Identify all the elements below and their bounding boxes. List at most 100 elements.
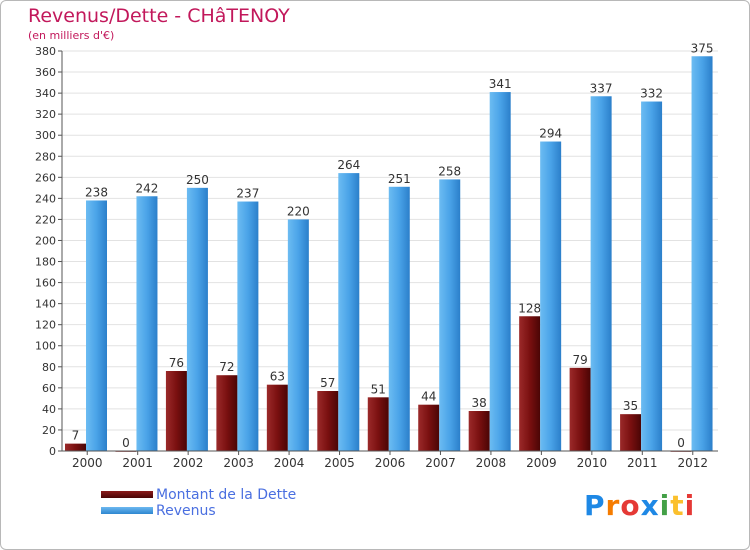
- bar-debt-2009: [519, 316, 541, 451]
- y-axis-ticks: 0 20 40 60 80 100 120 140 160 180 200 220 240 260 280 3…: [35, 45, 62, 458]
- y-tick-label: 320: [35, 108, 56, 121]
- y-tick-label: 360: [35, 66, 56, 79]
- logo-letter: P: [584, 489, 606, 522]
- x-tick-label: 2003: [223, 456, 254, 470]
- data-label-debt-2000: 7: [72, 429, 80, 443]
- x-tick-label: 2009: [526, 456, 557, 470]
- legend-item-revenue: Revenus: [101, 503, 296, 519]
- legend-item-debt: Montant de la Dette: [101, 487, 296, 503]
- x-axis-ticks: 2000 2001 2002 2003 2004 2005 2006 2007 2008 2009…: [72, 451, 708, 470]
- data-label-revenue-2005: 264: [337, 158, 360, 172]
- bar-revenue-2000: [86, 200, 107, 451]
- legend-swatch-revenue: [101, 506, 153, 514]
- bar-debt-2000: [65, 443, 86, 451]
- data-label-debt-2002: 76: [169, 356, 184, 370]
- x-tick-label: 2012: [677, 456, 708, 470]
- bar-debt-2005: [317, 391, 339, 451]
- y-tick-label: 20: [42, 424, 56, 437]
- x-tick-label: 2006: [375, 456, 406, 470]
- data-label-debt-2001: 0: [122, 436, 130, 450]
- bar-debt-2008: [468, 411, 490, 451]
- bar-revenue-2006: [388, 186, 410, 451]
- bar-debt-2006: [367, 397, 389, 451]
- data-label-revenue-2006: 251: [388, 172, 411, 186]
- logo-letter: x: [640, 489, 660, 522]
- legend-label-debt: Montant de la Dette: [156, 487, 297, 503]
- y-tick-label: 100: [35, 340, 56, 353]
- data-label-debt-2006: 51: [371, 382, 386, 396]
- proxiti-logo: Proxiti: [584, 489, 695, 522]
- bar-debt-2011: [620, 414, 642, 451]
- data-label-debt-2007: 44: [421, 390, 436, 404]
- bar-debt-2004: [266, 384, 288, 451]
- y-tick-label: 140: [35, 298, 56, 311]
- y-tick-label: 80: [42, 361, 56, 374]
- x-tick-label: 2008: [476, 456, 507, 470]
- x-tick-label: 2001: [122, 456, 153, 470]
- bar-debt-2003: [216, 375, 238, 451]
- y-tick-label: 200: [35, 234, 56, 247]
- bar-revenue-2003: [237, 201, 259, 451]
- logo-letter: i: [659, 489, 671, 522]
- x-tick-label: 2002: [173, 456, 204, 470]
- bar-revenue-2011: [641, 101, 663, 452]
- y-tick-label: 300: [35, 129, 56, 142]
- legend-swatch-debt: [101, 490, 153, 498]
- y-tick-label: 220: [35, 213, 56, 226]
- bar-revenue-2012: [691, 56, 713, 452]
- data-label-revenue-2007: 258: [438, 164, 461, 178]
- y-tick-label: 40: [42, 403, 56, 416]
- data-label-revenue-2008: 341: [489, 77, 512, 91]
- y-tick-label: 240: [35, 192, 56, 205]
- bar-revenue-2002: [186, 187, 208, 451]
- bar-revenue-2004: [287, 219, 309, 451]
- data-label-revenue-2012: 375: [691, 41, 714, 55]
- y-tick-label: 340: [35, 87, 56, 100]
- x-tick-label: 2011: [627, 456, 658, 470]
- bars: 7 238 0 242 76 250 72 237 63 220 57 264 51 251 44 258 38…: [65, 41, 713, 452]
- y-tick-label: 120: [35, 319, 56, 332]
- chart-title: Revenus/Dette - CHâTENOY: [28, 5, 290, 27]
- y-tick-label: 380: [35, 45, 56, 58]
- bar-debt-2010: [569, 367, 591, 451]
- legend: Montant de la Dette Revenus: [101, 487, 296, 519]
- data-label-revenue-2010: 337: [590, 81, 613, 95]
- y-tick-label: 180: [35, 256, 56, 269]
- data-label-debt-2010: 79: [572, 353, 587, 367]
- bar-revenue-2008: [489, 92, 511, 451]
- data-label-revenue-2000: 238: [85, 185, 108, 199]
- bar-revenue-2010: [590, 96, 612, 452]
- bar-revenue-2005: [338, 173, 360, 451]
- logo-letter: i: [684, 489, 696, 522]
- data-label-revenue-2001: 242: [136, 181, 159, 195]
- data-label-revenue-2004: 220: [287, 204, 310, 218]
- bar-revenue-2009: [540, 141, 562, 452]
- x-tick-label: 2004: [274, 456, 305, 470]
- y-tick-label: 280: [35, 150, 56, 163]
- y-tick-label: 0: [49, 445, 56, 458]
- logo-letter: o: [620, 489, 641, 522]
- data-label-revenue-2009: 294: [539, 127, 562, 141]
- y-tick-label: 60: [42, 382, 56, 395]
- data-label-debt-2009: 128: [518, 301, 541, 315]
- data-label-revenue-2003: 237: [236, 187, 259, 201]
- data-label-debt-2011: 35: [623, 399, 638, 413]
- y-tick-label: 160: [35, 277, 56, 290]
- bar-chart: 0 20 40 60 80 100 120 140 160 180 200 220 240 260 280 3…: [35, 41, 718, 470]
- x-tick-label: 2005: [324, 456, 355, 470]
- data-label-debt-2003: 72: [219, 360, 234, 374]
- data-label-debt-2008: 38: [472, 396, 487, 410]
- data-label-revenue-2011: 332: [640, 87, 663, 101]
- x-tick-label: 2000: [72, 456, 103, 470]
- logo-letter: r: [605, 489, 621, 522]
- data-label-debt-2012: 0: [677, 436, 685, 450]
- x-tick-label: 2007: [425, 456, 456, 470]
- logo-letter: t: [670, 489, 685, 522]
- data-label-debt-2004: 63: [270, 370, 285, 384]
- bar-revenue-2007: [439, 179, 461, 451]
- data-label-revenue-2002: 250: [186, 173, 209, 187]
- bar-revenue-2001: [136, 196, 158, 451]
- bar-debt-2007: [418, 404, 440, 451]
- legend-label-revenue: Revenus: [156, 503, 216, 519]
